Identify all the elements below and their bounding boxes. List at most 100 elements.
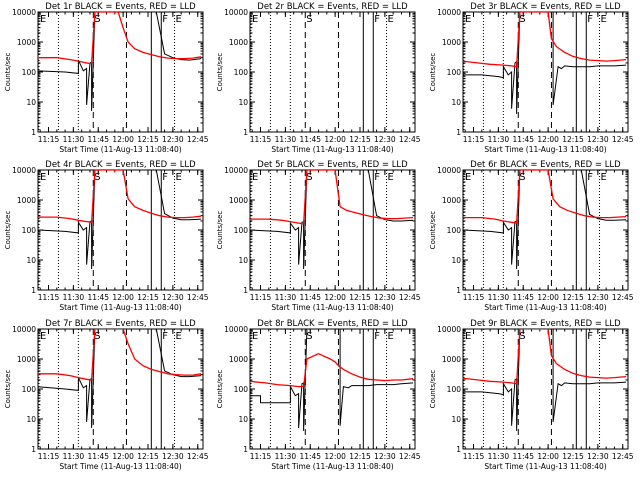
event-marker-label: E [176,331,182,342]
x-tick-label: 11:30 [63,293,85,302]
y-tick-label: 1 [31,286,36,295]
x-tick-label: 12:00 [537,135,559,144]
y-tick-label: 10000 [437,8,461,17]
x-axis-label: Start Time (11-Aug-13 11:08:40) [271,462,393,471]
series-line-lld [38,12,202,65]
y-tick-label: 1000 [229,38,248,47]
x-tick-label: 12:15 [349,135,371,144]
y-tick-label: 1000 [17,355,36,364]
event-marker-label: F [162,331,168,342]
x-tick-label: 11:15 [250,452,272,461]
event-marker-label: E [252,14,258,25]
x-tick-label: 12:15 [137,452,159,461]
x-tick-label: 11:45 [87,452,109,461]
plot-frame [462,11,629,133]
plot-frame [249,328,416,450]
series-line-events [463,170,627,270]
x-tick-label: 11:45 [512,452,534,461]
y-tick-label: 10 [26,98,36,107]
event-marker-label: E [601,14,607,25]
x-tick-label: 11:15 [38,135,60,144]
series-line-events [38,12,202,112]
x-axis-label: Start Time (11-Aug-13 11:08:40) [271,303,393,312]
event-marker-label: S [306,172,312,183]
y-tick-label: 10000 [224,325,248,334]
y-tick-label: 10000 [12,325,36,334]
event-marker-label: E [601,331,607,342]
event-marker-label: E [40,331,46,342]
event-marker-label: F [374,14,380,25]
y-tick-label: 1000 [442,355,461,364]
event-marker-label: S [94,172,100,183]
x-tick-label: 12:00 [112,293,134,302]
event-marker-label: E [252,172,258,183]
chart-title: Det 8r BLACK = Events, RED = LLD [257,319,408,329]
y-axis-label: Counts/sec [429,370,437,409]
y-tick-label: 1000 [442,38,461,47]
event-marker-label: S [519,172,525,183]
series-line-lld [463,329,627,385]
x-tick-label: 12:15 [562,135,584,144]
x-tick-label: 12:45 [612,452,634,461]
y-tick-label: 1 [243,445,248,454]
series-line-events [463,12,627,114]
x-tick-label: 12:00 [537,452,559,461]
event-marker-label: E [601,172,607,183]
y-tick-label: 1000 [442,196,461,205]
y-tick-label: 1 [456,445,461,454]
series-line-events [38,170,202,270]
y-tick-label: 1000 [229,196,248,205]
x-tick-label: 12:00 [112,452,134,461]
event-marker-label: F [162,172,168,183]
x-axis-label: Start Time (11-Aug-13 11:08:40) [484,145,606,154]
chart-panel-3: Det 3r BLACK = Events, RED = LLD Counts/s… [429,2,634,154]
x-tick-label: 12:45 [612,293,634,302]
x-tick-label: 11:15 [463,452,485,461]
x-tick-label: 12:45 [187,293,209,302]
y-tick-label: 100 [234,385,249,394]
y-tick-label: 1000 [17,38,36,47]
y-tick-label: 1 [31,445,36,454]
x-tick-label: 12:00 [537,293,559,302]
plot-frame [462,169,629,291]
event-marker-label: E [40,172,46,183]
x-tick-label: 12:30 [587,293,609,302]
event-marker-label: E [465,331,471,342]
x-tick-label: 12:45 [187,135,209,144]
x-tick-label: 12:15 [137,135,159,144]
x-tick-label: 11:30 [488,452,510,461]
x-tick-label: 11:15 [463,293,485,302]
y-tick-label: 100 [234,226,249,235]
chart-panel-4: Det 4r BLACK = Events, RED = LLD Counts/s… [4,160,209,312]
event-marker-label: E [388,172,394,183]
x-tick-label: 11:15 [38,293,60,302]
x-tick-label: 12:00 [112,135,134,144]
event-marker-label: E [252,331,258,342]
series-line-lld [250,352,414,388]
x-tick-label: 11:30 [488,135,510,144]
chart-title: Det 3r BLACK = Events, RED = LLD [470,2,621,12]
x-tick-label: 11:30 [63,135,85,144]
y-tick-label: 1 [456,286,461,295]
x-tick-label: 12:45 [399,293,421,302]
x-axis-label: Start Time (11-Aug-13 11:08:40) [484,462,606,471]
x-tick-label: 11:30 [488,293,510,302]
x-tick-label: 12:30 [162,293,184,302]
x-tick-label: 12:45 [612,135,634,144]
y-tick-label: 100 [447,226,462,235]
x-tick-label: 11:30 [275,293,297,302]
y-tick-label: 10000 [224,8,248,17]
x-tick-label: 12:00 [324,293,346,302]
event-marker-label: F [162,14,168,25]
x-tick-label: 11:30 [63,452,85,461]
event-marker-label: E [465,14,471,25]
event-marker-label: S [306,331,312,342]
x-tick-label: 12:15 [562,293,584,302]
y-axis-label: Counts/sec [429,211,437,250]
x-tick-label: 11:15 [250,135,272,144]
x-tick-label: 12:45 [187,452,209,461]
series-line-lld [463,170,627,224]
y-axis-label: Counts/sec [429,53,437,92]
y-tick-label: 10 [238,98,248,107]
